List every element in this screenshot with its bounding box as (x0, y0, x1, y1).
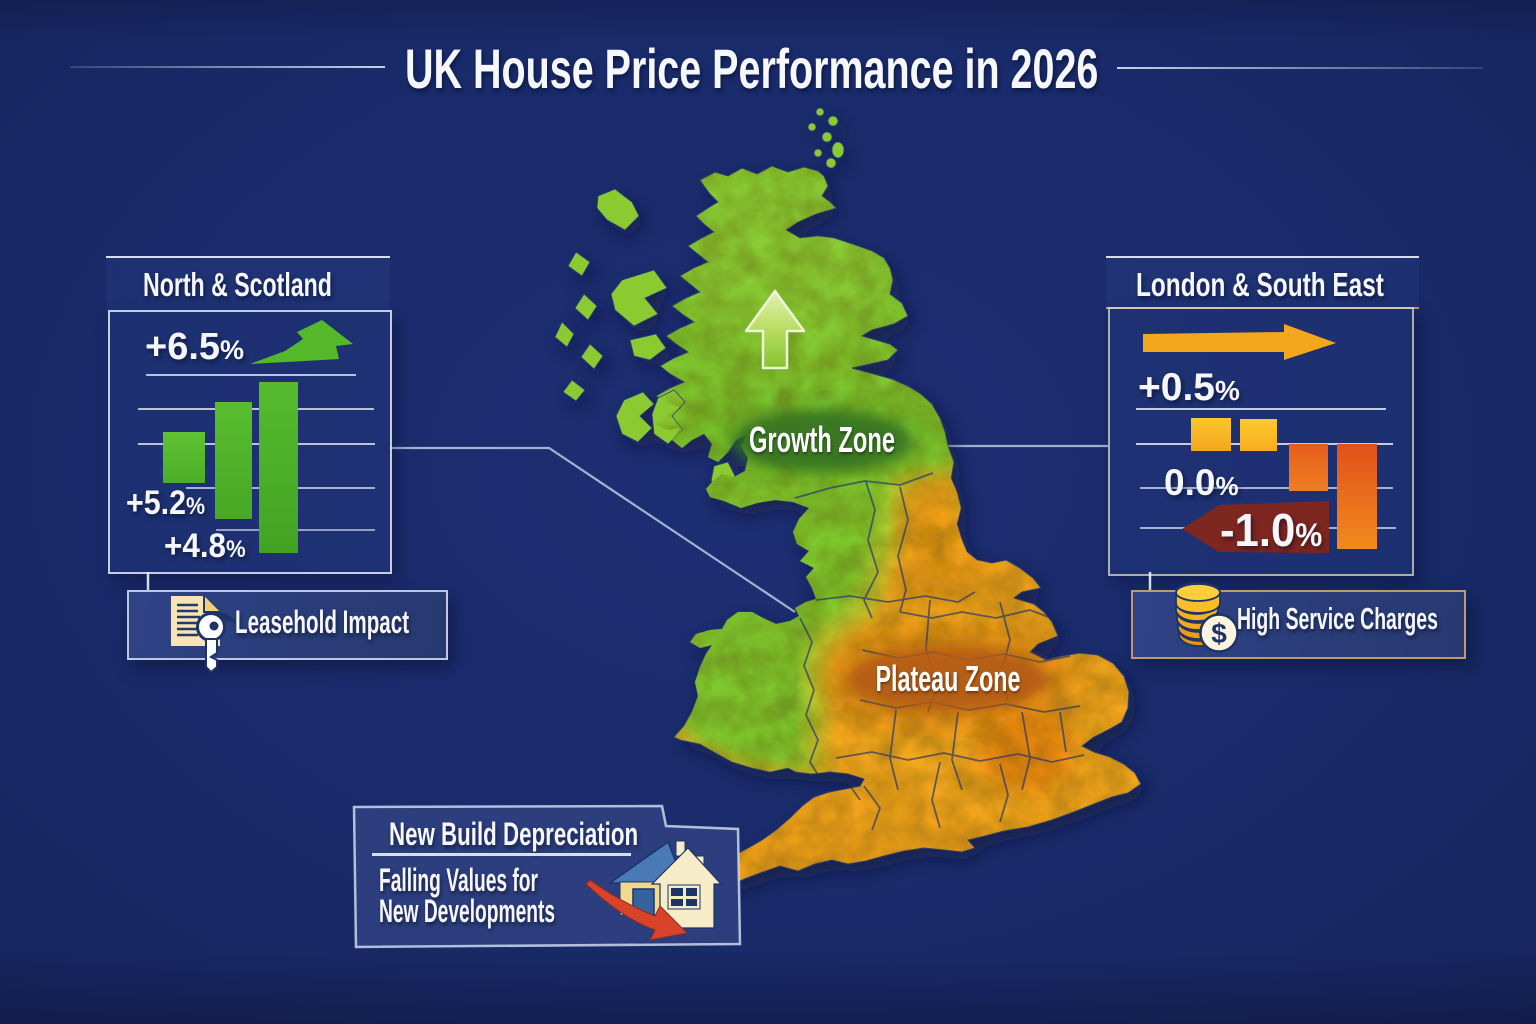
svg-text:Growth Zone: Growth Zone (749, 419, 895, 460)
svg-text:$: $ (1211, 618, 1227, 649)
svg-text:Plateau Zone: Plateau Zone (876, 658, 1021, 699)
